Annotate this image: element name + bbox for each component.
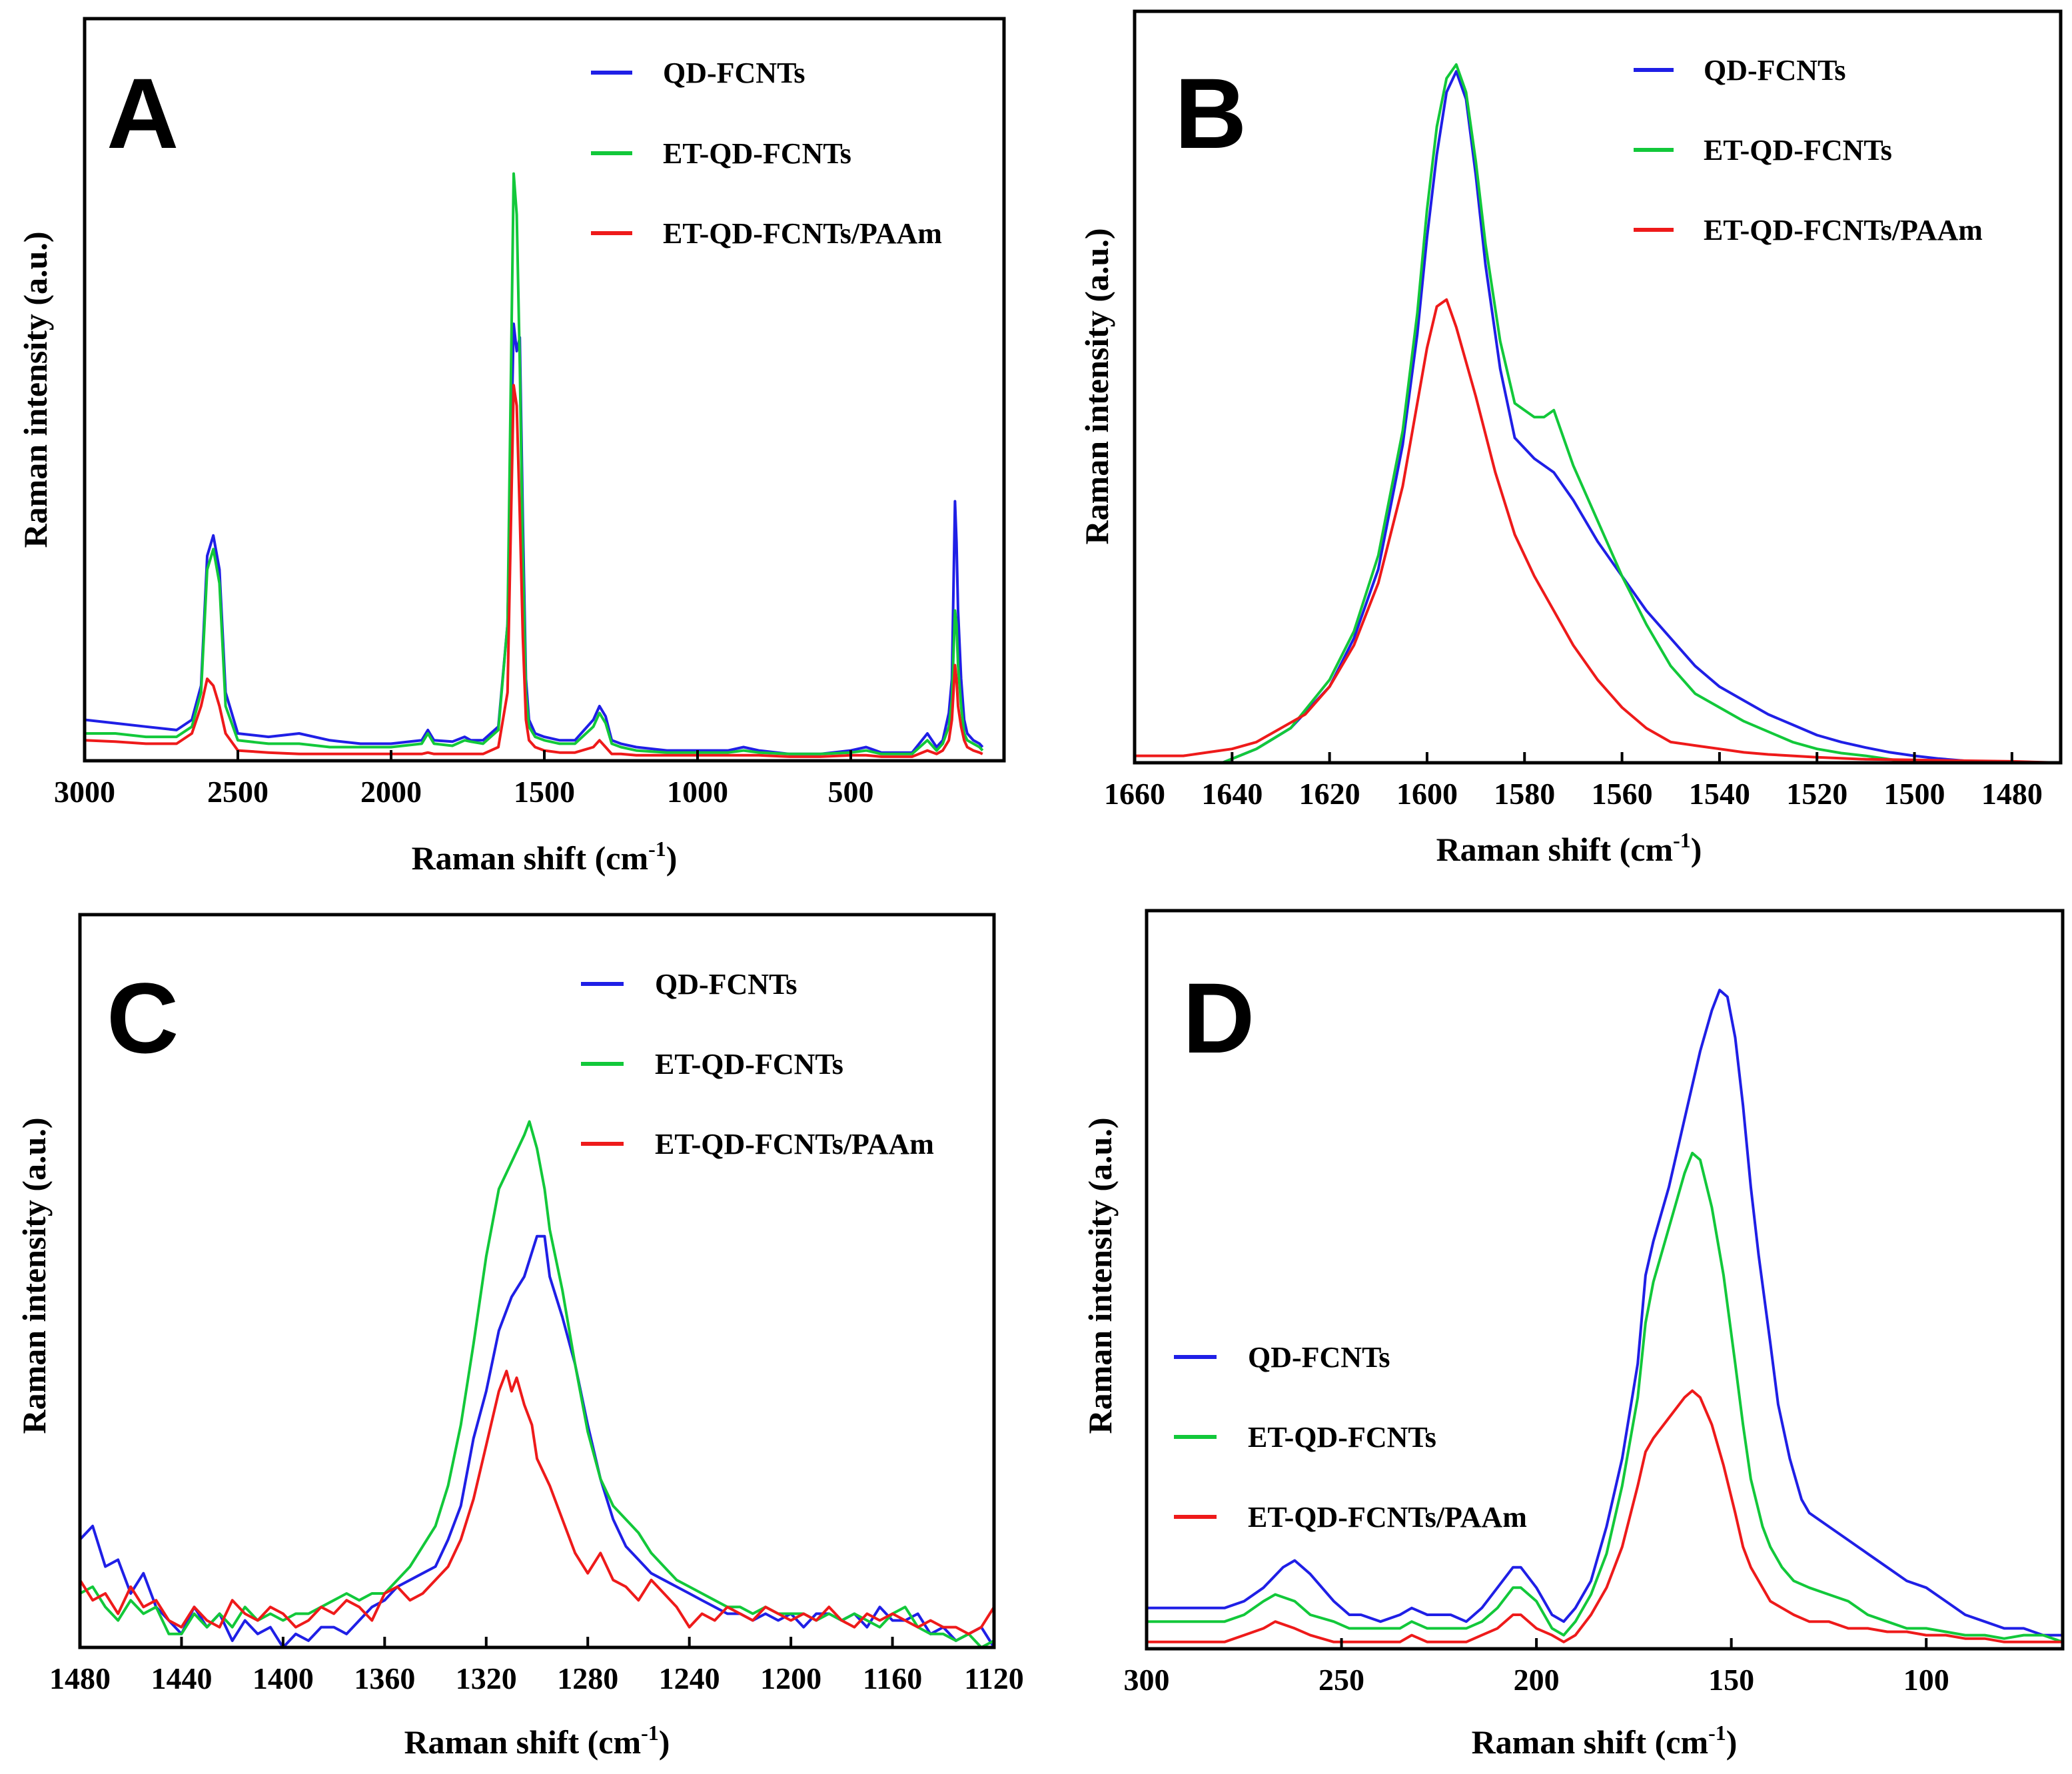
panel-c-x-tick-label: 1320 (456, 1661, 517, 1695)
panel-b-x-tick-label: 1480 (1981, 777, 2043, 811)
panel-c-x-tick-label: 1160 (863, 1661, 922, 1695)
panel-b-x-tick-label: 1500 (1884, 777, 1945, 811)
panel-b-y-axis-label: Raman intensity (a.u.) (1078, 228, 1115, 544)
panel-a-x-tick-label: 2500 (207, 775, 268, 809)
panel-d-y-axis-label: Raman intensity (a.u.) (1081, 1117, 1119, 1434)
panel-a-x-axis-label: Raman shift (cm-1) (412, 837, 678, 877)
panel-b-legend-label-et-qd-fcnts-paam: ET-QD-FCNTs/PAAm (1704, 214, 1983, 246)
panel-a-x-tick-label: 1500 (514, 775, 575, 809)
panel-letter-b: B (1175, 57, 1247, 169)
panel-b-x-tick-label: 1660 (1104, 777, 1165, 811)
panel-a-plot: 3000 2500 2000 1500 1000 500 (54, 17, 1006, 809)
panel-b-x-tick-label: 1600 (1396, 777, 1458, 811)
panel-d-legend-label-qd-fcnts: QD-FCNTs (1248, 1341, 1390, 1374)
panel-a-legend-label-et-qd-fcnts-paam: ET-QD-FCNTs/PAAm (663, 217, 942, 250)
panel-a-series-line-qd-fcnts (84, 322, 984, 755)
panel-b-legend-label-et-qd-fcnts: ET-QD-FCNTs (1704, 134, 1892, 167)
panel-b-x-tick-label: 1620 (1299, 777, 1360, 811)
panel-a-y-axis-label: Raman intensity (a.u.) (17, 231, 54, 548)
panel-d-series-line-et-qd-fcnts (1147, 1151, 2063, 1643)
panel-d-x-tick-label: 200 (1514, 1663, 1560, 1697)
panel-b-plot-frame (1133, 9, 2063, 765)
panel-b-plot: 1660 1640 1620 1600 1580 1560 1540 1520 1500 1480 (1104, 9, 2063, 811)
panel-b-legend-label-qd-fcnts: QD-FCNTs (1704, 54, 1846, 87)
panel-d-x-tick-label: 250 (1318, 1663, 1364, 1697)
panel-c-x-tick-label: 1240 (659, 1661, 720, 1695)
panel-d: D 300 250 200 150 100 Raman shift (cm-1) Ram… (1081, 909, 2065, 1761)
panel-c-x-tick-label: 1400 (253, 1661, 314, 1695)
panel-c-series-line-et-qd-fcnts-paam (79, 1370, 995, 1635)
panel-c-y-axis-label: Raman intensity (a.u.) (15, 1117, 53, 1434)
panel-c-x-tick-label: 1200 (760, 1661, 821, 1695)
panel-b-x-tick-label: 1580 (1494, 777, 1555, 811)
panel-letter-c: C (107, 962, 179, 1074)
panel-b-x-tick-label: 1520 (1786, 777, 1847, 811)
panel-c-x-tick-label: 1280 (557, 1661, 618, 1695)
panel-d-plot: 300 250 200 150 100 (1124, 909, 2065, 1697)
panel-c-x-tick-label: 1120 (964, 1661, 1023, 1695)
panel-c-x-axis-label: Raman shift (cm-1) (404, 1721, 670, 1761)
panel-b: B 1660 1640 1620 1600 1580 1560 1540 1520 1500 14… (1078, 9, 2063, 868)
panel-d-plot-frame (1145, 909, 2065, 1651)
panel-b-series-line-et-qd-fcnts (1221, 63, 1915, 764)
panel-d-series-line-et-qd-fcnts-paam (1147, 1389, 2063, 1643)
panel-b-x-tick-label: 1560 (1592, 777, 1653, 811)
panel-d-series-line-qd-fcnts (1147, 989, 2063, 1637)
panel-a-series-line-et-qd-fcnts (85, 172, 984, 755)
panel-c-x-tick-label: 1440 (151, 1661, 212, 1695)
panel-letter-d: D (1183, 962, 1255, 1074)
panel-a-x-tick-label: 2000 (360, 775, 422, 809)
panel-b-legend: QD-FCNTs ET-QD-FCNTs ET-QD-FCNTs/PAAm (1634, 54, 1983, 246)
panel-d-x-axis-label: Raman shift (cm-1) (1472, 1721, 1738, 1761)
panel-c-legend-label-et-qd-fcnts: ET-QD-FCNTs (655, 1048, 843, 1081)
panel-c-legend-label-et-qd-fcnts-paam: ET-QD-FCNTs/PAAm (655, 1128, 934, 1160)
panel-a-legend-label-qd-fcnts: QD-FCNTs (663, 57, 805, 89)
panel-a-x-tick-label: 500 (828, 775, 874, 809)
panel-c-plot: 1480 1440 1400 1360 1320 1280 1240 1200 1160 1120 (49, 913, 1024, 1695)
panel-d-legend-label-et-qd-fcnts: ET-QD-FCNTs (1248, 1421, 1436, 1454)
panel-a: A 3000 2500 2000 1500 1000 500 Raman shift (c… (17, 17, 1006, 877)
panel-c-x-tick-label: 1360 (354, 1661, 415, 1695)
panel-b-x-tick-label: 1640 (1201, 777, 1263, 811)
panel-a-legend-label-et-qd-fcnts: ET-QD-FCNTs (663, 137, 851, 170)
panel-a-x-tick-label: 1000 (667, 775, 728, 809)
panel-c-legend: QD-FCNTs ET-QD-FCNTs ET-QD-FCNTs/PAAm (581, 968, 934, 1160)
panel-d-x-tick-label: 150 (1708, 1663, 1754, 1697)
panel-a-series-line-et-qd-fcnts-paam (84, 384, 983, 758)
panel-a-x-tick-label: 3000 (54, 775, 115, 809)
panel-d-legend: QD-FCNTs ET-QD-FCNTs ET-QD-FCNTs/PAAm (1174, 1341, 1527, 1534)
panel-c-x-tick-label: 1480 (49, 1661, 111, 1695)
panel-d-legend-label-et-qd-fcnts-paam: ET-QD-FCNTs/PAAm (1248, 1501, 1527, 1534)
panel-b-x-tick-label: 1540 (1689, 777, 1750, 811)
panel-c: C 1480 1440 1400 1360 1320 1280 1240 1200 1160 11… (15, 913, 1024, 1761)
panel-a-legend: QD-FCNTs ET-QD-FCNTs ET-QD-FCNTs/PAAm (591, 57, 942, 250)
panel-letter-a: A (107, 57, 179, 169)
panel-b-x-axis-label: Raman shift (cm-1) (1436, 828, 1702, 868)
panel-d-x-tick-label: 300 (1124, 1663, 1170, 1697)
panel-b-series-line-qd-fcnts (1221, 70, 1988, 764)
panel-c-series-line-et-qd-fcnts (79, 1120, 995, 1649)
panel-c-plot-frame (78, 913, 996, 1649)
panel-c-legend-label-qd-fcnts: QD-FCNTs (655, 968, 797, 1001)
panel-d-x-tick-label: 100 (1903, 1663, 1949, 1697)
panel-b-series-line-et-qd-fcnts-paam (1135, 298, 2061, 764)
